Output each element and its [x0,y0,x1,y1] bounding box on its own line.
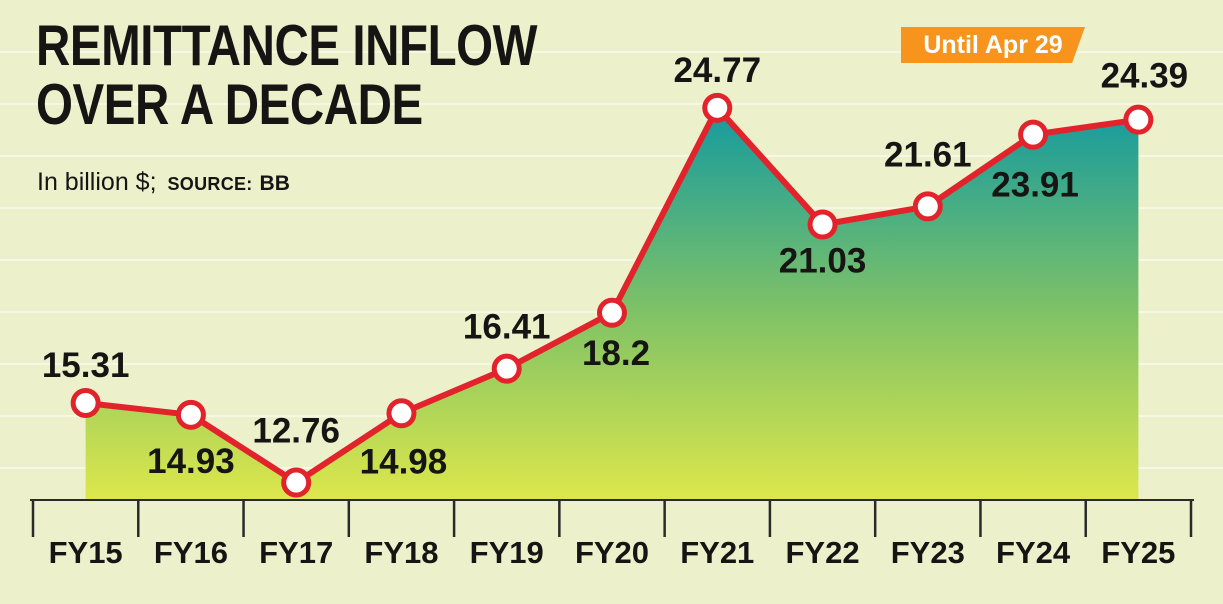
x-axis-labels: FY15 FY16 FY17 FY18 FY19 FY20 FY21 FY22 FY23 FY24… [49,535,1176,570]
x-tick-label: FY22 [785,535,859,570]
chart-subtitle: In billion $; SOURCE: BB [37,168,290,197]
value-label: 23.91 [991,166,1079,205]
value-label: 14.98 [360,442,448,481]
x-tick-label: FY21 [680,535,754,570]
title-line-1: REMITTANCE INFLOW [36,13,538,78]
value-label: 21.03 [779,242,867,281]
value-label: 18.2 [582,334,650,373]
value-label: 16.41 [463,308,551,347]
unit-label: In billion $; [37,168,157,196]
value-label: 14.93 [147,442,235,481]
x-tick-label: FY18 [364,535,438,570]
data-point [1018,119,1049,150]
data-point [281,467,312,498]
data-point [386,398,417,429]
area-fill [85,107,1139,501]
x-tick-label: FY17 [259,535,333,570]
x-axis [30,499,1194,537]
data-point [175,399,206,430]
title-line-2: OVER A DECADE [36,73,423,138]
value-labels: 15.31 14.93 12.76 14.98 16.41 18.2 24.77 21.03 2… [42,51,1188,481]
value-label: 15.31 [42,346,130,385]
x-tick-label: FY16 [154,535,228,570]
value-label: 24.39 [1101,57,1189,96]
x-tick-label: FY15 [49,535,123,570]
data-point [1123,104,1154,135]
value-label: 24.77 [673,51,761,90]
chart-title: REMITTANCE INFLOW OVER A DECADE [36,13,538,138]
x-tick-label: FY24 [996,535,1071,570]
data-point [491,353,522,384]
data-point [702,92,733,123]
value-label: 12.76 [252,412,340,451]
source-label: SOURCE: [167,174,253,194]
x-tick-label: FY19 [470,535,544,570]
x-tick-label: FY25 [1101,535,1175,570]
source-value: BB [259,172,290,195]
value-label: 21.61 [884,135,972,174]
until-date-badge: Until Apr 29 [901,27,1085,63]
data-point [807,209,838,240]
data-point-markers [70,92,1154,498]
data-point [597,297,627,328]
x-tick-label: FY20 [575,535,649,570]
data-point [912,191,943,222]
x-tick-label: FY23 [891,535,965,570]
data-point [70,387,101,418]
